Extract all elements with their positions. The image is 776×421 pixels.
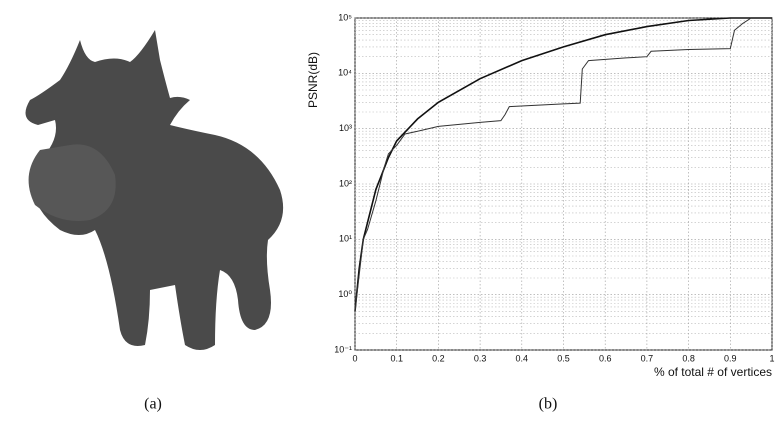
y-tick-label: 10⁴ [338,68,352,78]
x-tick-label: 0.5 [557,353,570,363]
x-axis-label: % of total # of vertices [654,365,772,379]
x-tick-label: 0.6 [599,353,612,363]
y-tick-label: 10⁰ [338,289,352,299]
data-line [354,17,752,312]
data-line [354,17,772,312]
x-tick-label: 0 [352,353,357,363]
y-tick-label: 10⁵ [338,12,352,22]
y-tick-label: 10¹ [339,234,352,244]
x-tick-label: 1 [769,353,774,363]
cow-render [25,30,284,350]
x-tick-label: 0.8 [682,353,695,363]
x-tick-label: 0.7 [641,353,654,363]
y-tick-label: 10³ [339,123,352,133]
x-tick-label: 0.4 [516,353,529,363]
y-tick-label: 10⁻¹ [334,344,352,354]
x-tick-label: 0.9 [724,353,737,363]
caption: (a) [144,396,162,413]
caption: (b) [539,396,558,413]
x-tick-label: 0.1 [390,353,403,363]
x-tick-label: 0.2 [432,353,445,363]
x-tick-label: 0.3 [474,353,487,363]
y-tick-label: 10² [339,178,352,188]
y-axis-label: PSNR(dB) [306,52,320,108]
